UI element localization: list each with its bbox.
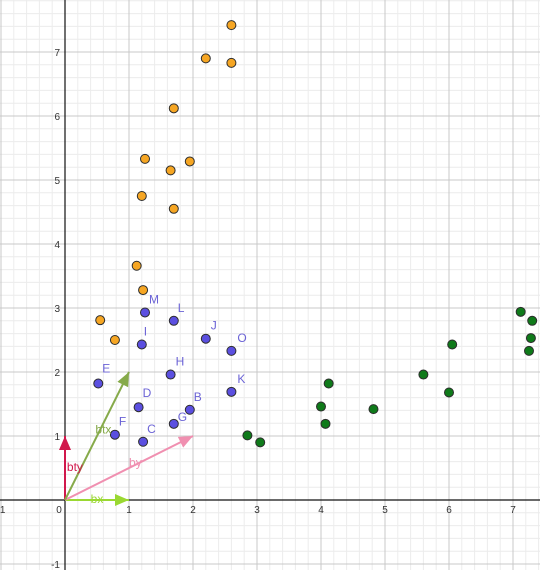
blue-point[interactable] <box>226 345 237 356</box>
blue-point[interactable] <box>168 315 179 326</box>
y-tick-label: 5 <box>54 176 60 187</box>
x-tick-label: 4 <box>318 505 324 516</box>
point-label-C: C <box>147 422 156 436</box>
x-tick-label: 6 <box>446 505 452 516</box>
orange-point[interactable] <box>95 315 106 326</box>
vector-label-bx: bx <box>91 492 104 506</box>
green-point[interactable] <box>320 418 331 429</box>
green-point[interactable] <box>515 306 526 317</box>
green-point[interactable] <box>323 378 334 389</box>
orange-point[interactable] <box>226 20 237 31</box>
orange-point[interactable] <box>109 335 120 345</box>
vector-label-btx: btx <box>95 422 111 436</box>
x-tick-label: 1 <box>126 505 132 516</box>
blue-point[interactable] <box>184 404 195 415</box>
green-point[interactable] <box>444 387 454 398</box>
point-label-D: D <box>143 386 152 400</box>
green-point[interactable] <box>316 401 326 412</box>
point-label-L: L <box>178 301 185 315</box>
y-tick-label: 4 <box>54 240 60 251</box>
orange-point[interactable] <box>200 53 211 64</box>
x-tick-label: 3 <box>254 505 260 516</box>
blue-point[interactable] <box>109 429 120 440</box>
blue-point[interactable] <box>140 307 150 318</box>
blue-point[interactable] <box>133 402 144 413</box>
point-label-B: B <box>194 390 202 404</box>
green-point[interactable] <box>242 430 253 441</box>
orange-point[interactable] <box>131 260 142 271</box>
y-tick-label: 1 <box>54 432 60 443</box>
orange-point[interactable] <box>136 191 147 201</box>
vectors[interactable] <box>59 371 194 506</box>
blue-point[interactable] <box>136 339 147 350</box>
vector-label-by: by <box>129 456 142 470</box>
y-tick-label: 6 <box>54 112 60 123</box>
orange-point[interactable] <box>226 57 237 68</box>
green-point[interactable] <box>527 315 538 326</box>
tick-labels: -1 0 1 2 3 4 5 6 7 -1 1 2 3 4 5 6 7 <box>0 48 516 570</box>
green-point[interactable] <box>525 333 536 344</box>
vector-by[interactable] <box>64 435 194 501</box>
point-label-K: K <box>237 372 245 386</box>
point-label-J: J <box>211 319 217 333</box>
green-point[interactable] <box>524 345 534 356</box>
orange-point[interactable] <box>140 153 150 164</box>
y-tick-label: 7 <box>54 48 60 59</box>
point-label-I: I <box>144 324 147 338</box>
vector-label-bty: bty <box>67 460 83 474</box>
data-points[interactable] <box>93 20 538 448</box>
point-label-O: O <box>237 331 246 345</box>
y-tick-label: 3 <box>54 304 60 315</box>
x-tick-label: 7 <box>510 505 516 516</box>
x-tick-label: 0 <box>56 505 62 516</box>
x-tick-label: 5 <box>382 505 388 516</box>
green-point[interactable] <box>418 369 429 380</box>
x-tick-label: 2 <box>190 505 196 516</box>
orange-point[interactable] <box>138 285 149 296</box>
x-tick-label: -1 <box>0 505 6 516</box>
vector-btx[interactable] <box>64 371 130 501</box>
orange-point[interactable] <box>168 203 179 214</box>
blue-point[interactable] <box>93 378 104 389</box>
green-point[interactable] <box>255 437 266 448</box>
orange-point[interactable] <box>168 103 179 114</box>
point-labels: bx by bty btx M L I J O H E K D BG F C <box>67 292 247 506</box>
blue-point[interactable] <box>168 418 179 429</box>
y-tick-label: -1 <box>51 560 60 570</box>
point-label-E: E <box>102 362 110 376</box>
orange-point[interactable] <box>184 156 195 167</box>
point-label-F: F <box>119 415 126 429</box>
point-label-H: H <box>176 355 185 369</box>
point-label-M: M <box>149 292 159 306</box>
orange-point[interactable] <box>165 165 176 176</box>
y-tick-label: 2 <box>54 368 60 379</box>
blue-point[interactable] <box>200 333 211 344</box>
blue-point[interactable] <box>138 436 149 447</box>
green-point[interactable] <box>447 339 458 350</box>
blue-point[interactable] <box>165 369 176 380</box>
green-point[interactable] <box>368 404 379 415</box>
point-label-G: G <box>178 410 187 424</box>
blue-point[interactable] <box>226 386 237 397</box>
